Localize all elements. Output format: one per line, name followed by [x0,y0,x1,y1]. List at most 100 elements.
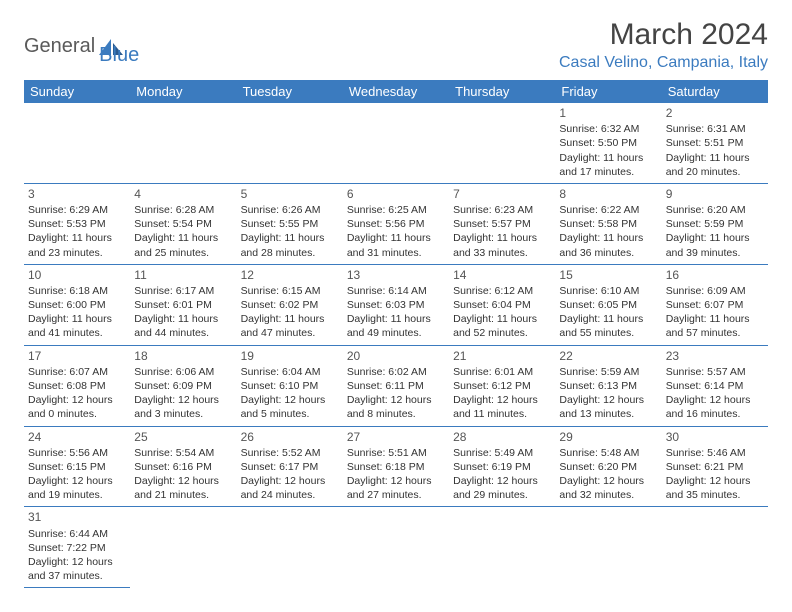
day-detail: Daylight: 11 hours [453,312,551,326]
day-number: 16 [666,267,764,283]
calendar-week: 31 Sunrise: 6:44 AMSunset: 7:22 PMDayligh… [24,507,768,588]
calendar-day: 6Sunrise: 6:25 AMSunset: 5:56 PMDaylight… [343,183,449,264]
day-detail: Daylight: 11 hours [241,312,339,326]
day-detail: Sunset: 5:56 PM [347,217,445,231]
day-header: Saturday [662,80,768,103]
day-number: 11 [134,267,232,283]
day-header: Friday [555,80,661,103]
day-number: 31 [28,509,126,525]
day-detail: Sunrise: 6:31 AM [666,122,764,136]
day-detail: and 11 minutes. [453,407,551,421]
day-detail: Sunset: 6:07 PM [666,298,764,312]
day-detail: Sunrise: 6:29 AM [28,203,126,217]
day-detail: Daylight: 11 hours [666,151,764,165]
day-number: 13 [347,267,445,283]
day-detail: and 5 minutes. [241,407,339,421]
day-number: 8 [559,186,657,202]
day-detail: Sunset: 6:03 PM [347,298,445,312]
day-detail: and 21 minutes. [134,488,232,502]
day-number: 23 [666,348,764,364]
day-detail: Daylight: 12 hours [347,474,445,488]
calendar-day: 5Sunrise: 6:26 AMSunset: 5:55 PMDaylight… [237,183,343,264]
day-detail: Daylight: 11 hours [28,312,126,326]
calendar-day: 29Sunrise: 5:48 AMSunset: 6:20 PMDayligh… [555,426,661,507]
calendar-day: 19Sunrise: 6:04 AMSunset: 6:10 PMDayligh… [237,345,343,426]
day-detail: Daylight: 11 hours [666,231,764,245]
day-number: 9 [666,186,764,202]
calendar-day: 26Sunrise: 5:52 AMSunset: 6:17 PMDayligh… [237,426,343,507]
day-detail: Daylight: 11 hours [134,231,232,245]
day-header: Wednesday [343,80,449,103]
calendar-empty [237,103,343,183]
calendar-week: 17Sunrise: 6:07 AMSunset: 6:08 PMDayligh… [24,345,768,426]
day-detail: and 35 minutes. [666,488,764,502]
calendar-day: 2Sunrise: 6:31 AMSunset: 5:51 PMDaylight… [662,103,768,183]
day-detail: Sunset: 6:17 PM [241,460,339,474]
calendar-empty [343,507,449,588]
day-number: 14 [453,267,551,283]
calendar-day: 27Sunrise: 5:51 AMSunset: 6:18 PMDayligh… [343,426,449,507]
calendar-day: 22Sunrise: 5:59 AMSunset: 6:13 PMDayligh… [555,345,661,426]
day-number: 18 [134,348,232,364]
day-detail: Sunrise: 5:59 AM [559,365,657,379]
day-detail: and 25 minutes. [134,246,232,260]
calendar-empty [662,507,768,588]
day-number: 4 [134,186,232,202]
day-detail: Sunset: 6:15 PM [28,460,126,474]
calendar-day: 14Sunrise: 6:12 AMSunset: 6:04 PMDayligh… [449,264,555,345]
day-detail: Sunset: 5:50 PM [559,136,657,150]
calendar-day: 13Sunrise: 6:14 AMSunset: 6:03 PMDayligh… [343,264,449,345]
day-detail: Sunset: 6:18 PM [347,460,445,474]
day-detail: and 36 minutes. [559,246,657,260]
calendar-empty [343,103,449,183]
day-detail: and 32 minutes. [559,488,657,502]
day-detail: Sunrise: 5:57 AM [666,365,764,379]
day-detail: Daylight: 12 hours [28,393,126,407]
day-detail: Sunrise: 5:46 AM [666,446,764,460]
day-detail: Sunset: 6:19 PM [453,460,551,474]
day-number: 29 [559,429,657,445]
calendar-day: 8Sunrise: 6:22 AMSunset: 5:58 PMDaylight… [555,183,661,264]
day-number: 24 [28,429,126,445]
header: General Blue March 2024 Casal Velino, Ca… [24,18,768,72]
day-detail: Sunrise: 6:06 AM [134,365,232,379]
calendar-day: 4Sunrise: 6:28 AMSunset: 5:54 PMDaylight… [130,183,236,264]
day-detail: Sunrise: 6:15 AM [241,284,339,298]
day-detail: and 57 minutes. [666,326,764,340]
day-detail: Sunrise: 6:22 AM [559,203,657,217]
calendar-day: 21Sunrise: 6:01 AMSunset: 6:12 PMDayligh… [449,345,555,426]
day-detail: Daylight: 11 hours [347,312,445,326]
day-detail: Daylight: 12 hours [666,393,764,407]
day-detail: Sunrise: 6:44 AM [28,527,126,541]
day-detail: Sunset: 5:57 PM [453,217,551,231]
calendar-day: 12Sunrise: 6:15 AMSunset: 6:02 PMDayligh… [237,264,343,345]
day-number: 20 [347,348,445,364]
day-detail: and 39 minutes. [666,246,764,260]
day-detail: Sunrise: 6:12 AM [453,284,551,298]
calendar-week: 1Sunrise: 6:32 AMSunset: 5:50 PMDaylight… [24,103,768,183]
day-detail: Sunset: 6:04 PM [453,298,551,312]
day-detail: Sunset: 6:09 PM [134,379,232,393]
calendar-empty [237,507,343,588]
day-detail: Sunset: 6:00 PM [28,298,126,312]
calendar-day: 20Sunrise: 6:02 AMSunset: 6:11 PMDayligh… [343,345,449,426]
day-detail: and 19 minutes. [28,488,126,502]
calendar-week: 3Sunrise: 6:29 AMSunset: 5:53 PMDaylight… [24,183,768,264]
day-number: 7 [453,186,551,202]
day-number: 19 [241,348,339,364]
day-detail: Sunset: 6:01 PM [134,298,232,312]
day-number: 22 [559,348,657,364]
day-detail: Sunset: 6:16 PM [134,460,232,474]
day-detail: Daylight: 12 hours [28,555,126,569]
day-detail: and 27 minutes. [347,488,445,502]
day-detail: Daylight: 12 hours [28,474,126,488]
calendar-day: 25Sunrise: 5:54 AMSunset: 6:16 PMDayligh… [130,426,236,507]
calendar-empty [130,103,236,183]
day-detail: Sunrise: 6:09 AM [666,284,764,298]
calendar-day: 11Sunrise: 6:17 AMSunset: 6:01 PMDayligh… [130,264,236,345]
day-detail: and 13 minutes. [559,407,657,421]
day-detail: Sunset: 7:22 PM [28,541,126,555]
day-number: 28 [453,429,551,445]
day-detail: and 17 minutes. [559,165,657,179]
title-block: March 2024 Casal Velino, Campania, Italy [559,18,768,72]
